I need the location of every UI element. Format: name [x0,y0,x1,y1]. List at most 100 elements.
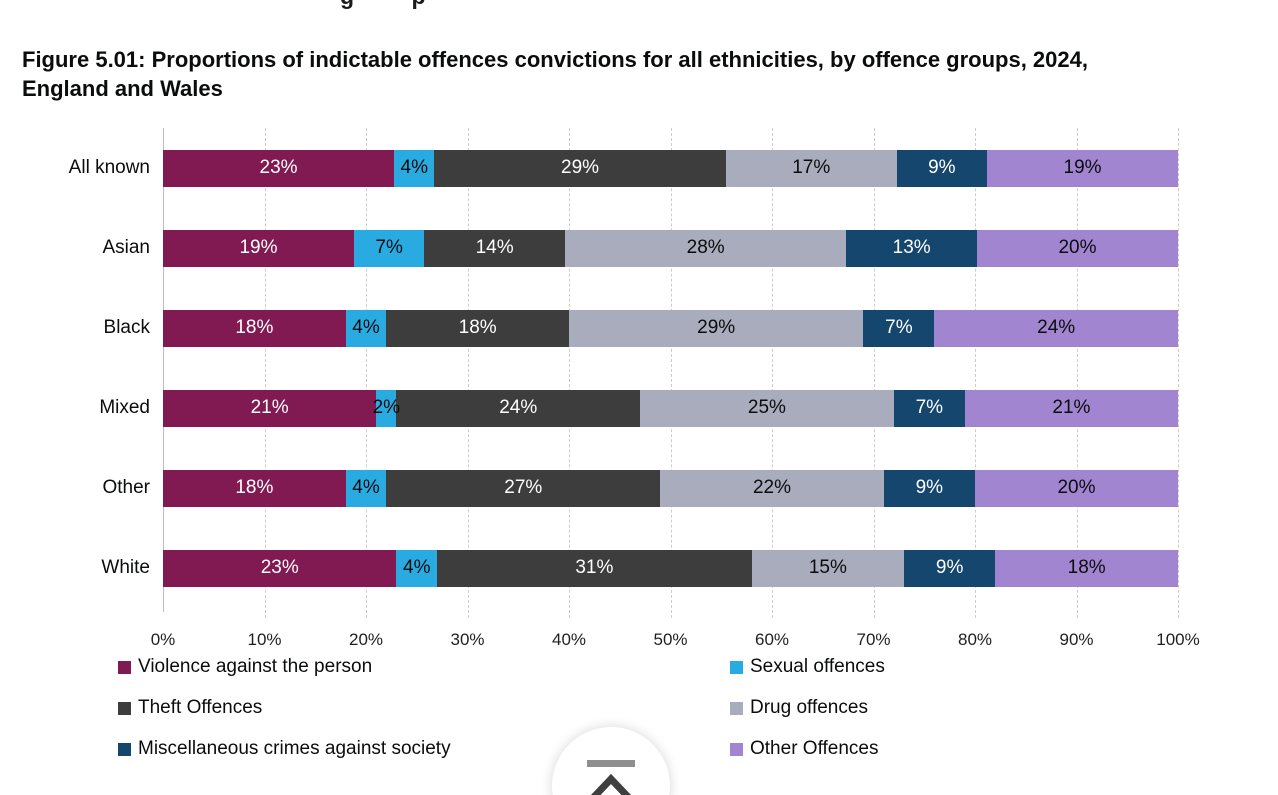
segment-value-label: 29% [561,157,600,178]
x-tick-label: 100% [1156,630,1200,649]
bar-segment: 29% [434,149,726,187]
bar-row: Other 18% 4% 27% 22% 9% 20% [0,448,1178,528]
legend-swatch [730,660,743,674]
segment-value-label: 24% [1037,317,1076,338]
segment-value-label: 15% [808,557,847,578]
segment-value-label: 18% [235,317,274,338]
bar-segment: 20% [974,469,1178,507]
category-label: White [101,557,150,578]
segment-value-label: 4% [403,557,431,578]
segment-value-label: 4% [400,157,428,178]
bar-segment: 18% [163,469,346,507]
stacked-bar: 18% 4% 18% 29% 7% 24% [163,309,1178,347]
segment-value-label: 25% [747,397,786,418]
x-tick-label: 60% [754,630,790,649]
legend-label: Violence against the person [138,656,373,677]
legend-swatch [118,742,131,756]
segment-value-label: 4% [352,317,380,338]
category-label: Other [102,477,150,498]
segment-value-label: 31% [575,557,614,578]
legend-label: Sexual offences [750,656,885,677]
legend-item: Other Offences [730,738,885,760]
bar-row: All known 23% 4% 29% 17% 9% 19% [0,128,1179,208]
segment-value-label: 18% [458,317,497,338]
bar-segment: 7% [893,389,965,427]
segment-value-label: 19% [1063,157,1102,178]
category-label: Black [103,317,150,338]
bar-segment: 7% [863,309,935,347]
bar-segment: 4% [345,469,387,507]
segment-value-label: 20% [1057,477,1096,498]
stacked-bar: 21% 2% 24% 25% 7% 21% [163,389,1178,427]
bar-row: Black 18% 4% 18% 29% 7% 24% [0,288,1178,368]
bar-segment: 14% [424,229,565,267]
legend-item: Miscellaneous crimes against society [118,738,730,760]
segment-value-label: 17% [792,157,831,178]
segment-value-label: 23% [259,157,298,178]
bar-segment: 9% [883,469,975,507]
legend-item: Violence against the person [118,656,730,678]
bar-segment: 24% [396,389,641,427]
x-tick-label: 0% [150,630,176,649]
segment-value-label: 22% [752,477,791,498]
bar-segment: 19% [987,149,1179,187]
segment-value-label: 14% [475,237,514,258]
segment-value-label: 9% [935,557,964,578]
legend: Violence against the person Sexual offenc… [118,656,885,760]
bar-segment: 25% [640,389,894,427]
x-tick-label: 40% [551,630,587,649]
bar-segment: 13% [846,229,977,267]
bar-segment: 21% [163,389,377,427]
gridline [1178,128,1179,618]
bar-segment: 4% [396,549,438,587]
stacked-bar: 23% 4% 29% 17% 9% 19% [163,149,1179,187]
stacked-bar: 19% 7% 14% 28% 13% 20% [163,229,1178,267]
x-tick-label: 50% [653,630,688,649]
bar-segment: 2% [373,389,400,427]
segment-value-label: 7% [375,237,403,258]
stacked-bar: 23% 4% 31% 15% 9% 18% [163,549,1178,587]
segment-value-label: 21% [250,397,289,418]
legend-label: Miscellaneous crimes against society [138,738,451,759]
x-tick-label: 70% [856,630,891,649]
figure-title: Figure 5.01: Proportions of indictable o… [22,46,1088,101]
bar-row: Mixed 21% 2% 24% 25% 7% 21% [0,368,1178,448]
bar-segment: 29% [569,309,864,347]
bar-segment: 28% [564,229,847,267]
bar-segment: 18% [995,549,1178,587]
legend-item: Sexual offences [730,656,885,678]
segment-value-label: 9% [928,157,956,178]
category-label: Mixed [99,397,150,418]
segment-value-label: 9% [915,477,944,498]
bar-segment: 20% [977,229,1178,267]
bar-segment: 23% [163,549,397,587]
x-axis: 0% 10% 20% 30% 40% 50% 60% 70% 80% 90% 100% [151,628,1200,654]
bar-segment: 17% [725,149,897,187]
x-tick-label: 20% [348,630,384,649]
bar-segment: 22% [660,469,884,507]
bar-segment: 23% [163,149,395,187]
segment-value-label: 2% [372,397,401,418]
segment-value-label: 7% [915,397,944,418]
back-to-top-bar-icon [587,760,635,767]
segment-value-label: 18% [235,477,274,498]
segment-value-label: 19% [239,237,278,258]
bar-segment: 31% [437,549,752,587]
bar-segment: 7% [353,229,425,267]
segment-value-label: 13% [892,237,931,258]
bar-row: Asian 19% 7% 14% 28% 13% 20% [0,208,1178,288]
bar-segment: 19% [163,229,354,267]
legend-swatch [730,701,743,715]
bar-segment: 4% [345,309,387,347]
segment-value-label: 4% [352,477,380,498]
segment-value-label: 21% [1052,397,1091,418]
bar-segment: 18% [386,309,569,347]
legend-label: Other Offences [750,738,879,759]
stacked-bar: 18% 4% 27% 22% 9% 20% [163,469,1178,507]
stacked-bar-chart: All known 23% 4% 29% 17% 9% 19% Asian 19% 7% 14% 28… [0,128,1200,649]
legend-swatch [118,660,131,674]
cropped-heading-fragment: g p [340,0,560,11]
legend-swatch [730,742,743,756]
segment-value-label: 24% [499,397,538,418]
